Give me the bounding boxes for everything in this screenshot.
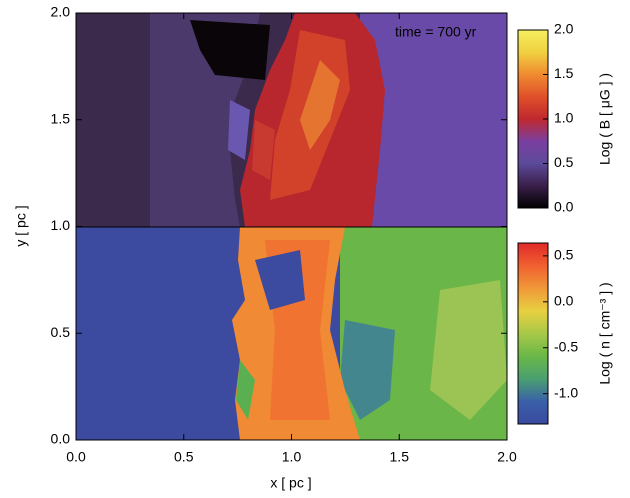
colorbar-tick-label: 1.5 bbox=[554, 65, 574, 81]
x-axis-label: x [ pc ] bbox=[270, 475, 311, 491]
colorbar-tick-label: 2.0 bbox=[554, 21, 574, 37]
y-tick-label: 2.0 bbox=[51, 4, 71, 20]
colorbar-tick-label: 0.5 bbox=[554, 247, 574, 263]
colorbar-tick-label: 1.0 bbox=[554, 110, 574, 126]
y-axis-label: y [ pc ] bbox=[13, 205, 29, 246]
colorbar-tick-label: 0.0 bbox=[554, 199, 574, 215]
colorbar-tick-label: 0.0 bbox=[554, 293, 574, 309]
y-tick-label: 0.5 bbox=[51, 324, 71, 340]
colorbar-label: Log ( n [ cm⁻³ ] ) bbox=[597, 282, 613, 384]
x-tick-label: 0.5 bbox=[174, 449, 194, 465]
x-tick-label: 0.0 bbox=[66, 449, 86, 465]
colorbar-tick-label: -1.0 bbox=[554, 384, 578, 400]
colorbar bbox=[517, 242, 549, 425]
x-tick-label: 1.0 bbox=[282, 449, 302, 465]
y-tick-label: 1.0 bbox=[51, 217, 71, 233]
y-tick-label: 1.5 bbox=[51, 110, 71, 126]
colorbar-tick-label: -0.5 bbox=[554, 338, 578, 354]
colorbar-tick-label: 0.5 bbox=[554, 154, 574, 170]
field-image bbox=[76, 13, 507, 440]
y-tick-label: 0.0 bbox=[51, 431, 71, 447]
x-tick-label: 1.5 bbox=[390, 449, 410, 465]
x-tick-label: 2.0 bbox=[497, 449, 517, 465]
annotation: time = 700 yr bbox=[395, 24, 477, 40]
colorbar-label: Log ( B [ μG ] ) bbox=[597, 73, 613, 165]
